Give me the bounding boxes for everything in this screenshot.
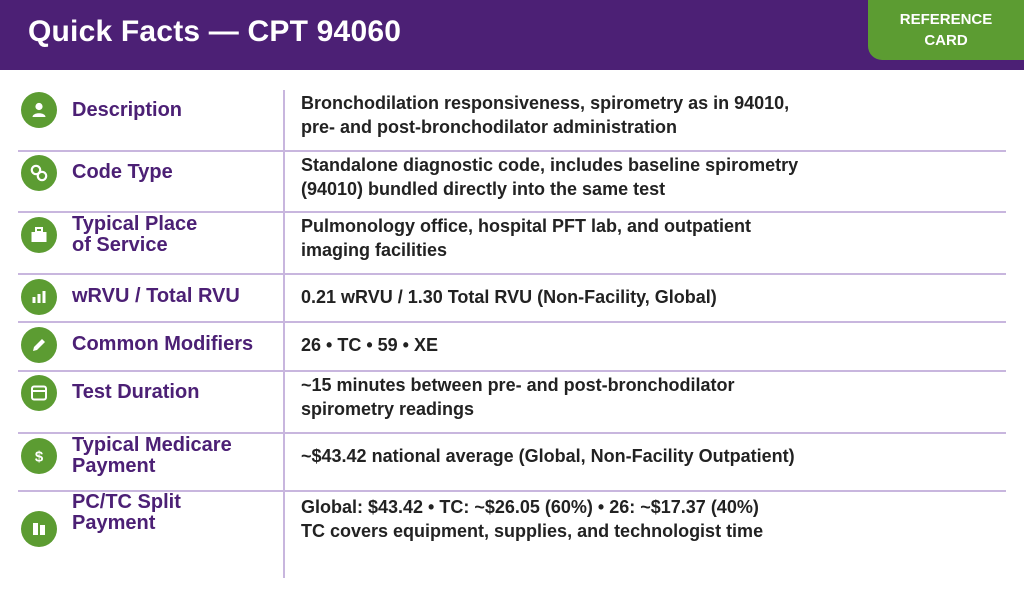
row-label-rvu: wRVU / Total RVU	[72, 285, 240, 307]
row-value-place-of-service: Pulmonology office, hospital PFT lab, an…	[301, 216, 751, 260]
row-separator	[18, 273, 1006, 275]
split-icon	[21, 511, 57, 547]
briefcase-icon	[21, 217, 57, 253]
row-label-code-type: Code Type	[72, 161, 173, 183]
svg-text:$: $	[35, 449, 44, 466]
row-label-place-of-service: Typical Place of Service	[72, 213, 198, 256]
row-value-description: Bronchodilation responsiveness, spiromet…	[301, 93, 790, 137]
bar-chart-icon	[21, 279, 57, 315]
row-separator	[18, 490, 1006, 492]
row-value-medicare-payment: ~$43.42 national average (Global, Non-Fa…	[301, 446, 795, 466]
row-label-description: Description	[72, 99, 183, 121]
row-separator	[18, 211, 1006, 213]
page-title: Quick Facts — CPT 94060	[28, 15, 402, 48]
header-bar: Quick Facts — CPT 94060	[0, 0, 1024, 70]
row-value-code-type: Standalone diagnostic code, includes bas…	[301, 155, 799, 199]
row-label-test-duration: Test Duration	[72, 381, 200, 403]
calendar-icon	[21, 375, 57, 411]
link-icon	[21, 155, 57, 191]
row-separator	[18, 150, 1006, 152]
row-value-test-duration: ~15 minutes between pre- and post-bronch…	[301, 375, 735, 419]
badge-line-1: REFERENCE	[899, 11, 993, 28]
reference-card-badge: REFERENCE CARD	[868, 0, 1024, 60]
row-separator	[18, 321, 1006, 323]
row-label-medicare-payment: Typical Medicare Payment	[72, 434, 232, 477]
row-value-rvu: 0.21 wRVU / 1.30 Total RVU (Non-Facility…	[301, 287, 717, 307]
row-separator	[18, 432, 1006, 434]
row-label-modifiers: Common Modifiers	[72, 333, 254, 355]
row-value-modifiers: 26 • TC • 59 • XE	[301, 335, 438, 355]
column-divider	[283, 90, 285, 578]
person-icon	[21, 92, 57, 128]
pencil-icon	[21, 327, 57, 363]
dollar-icon: $	[21, 438, 57, 474]
badge-line-2: CARD	[924, 32, 968, 49]
row-label-pctc-split: PC/TC Split Payment	[72, 491, 181, 534]
row-value-pctc-split: Global: $43.42 • TC: ~$26.05 (60%) • 26:…	[301, 497, 764, 541]
row-separator	[18, 370, 1006, 372]
